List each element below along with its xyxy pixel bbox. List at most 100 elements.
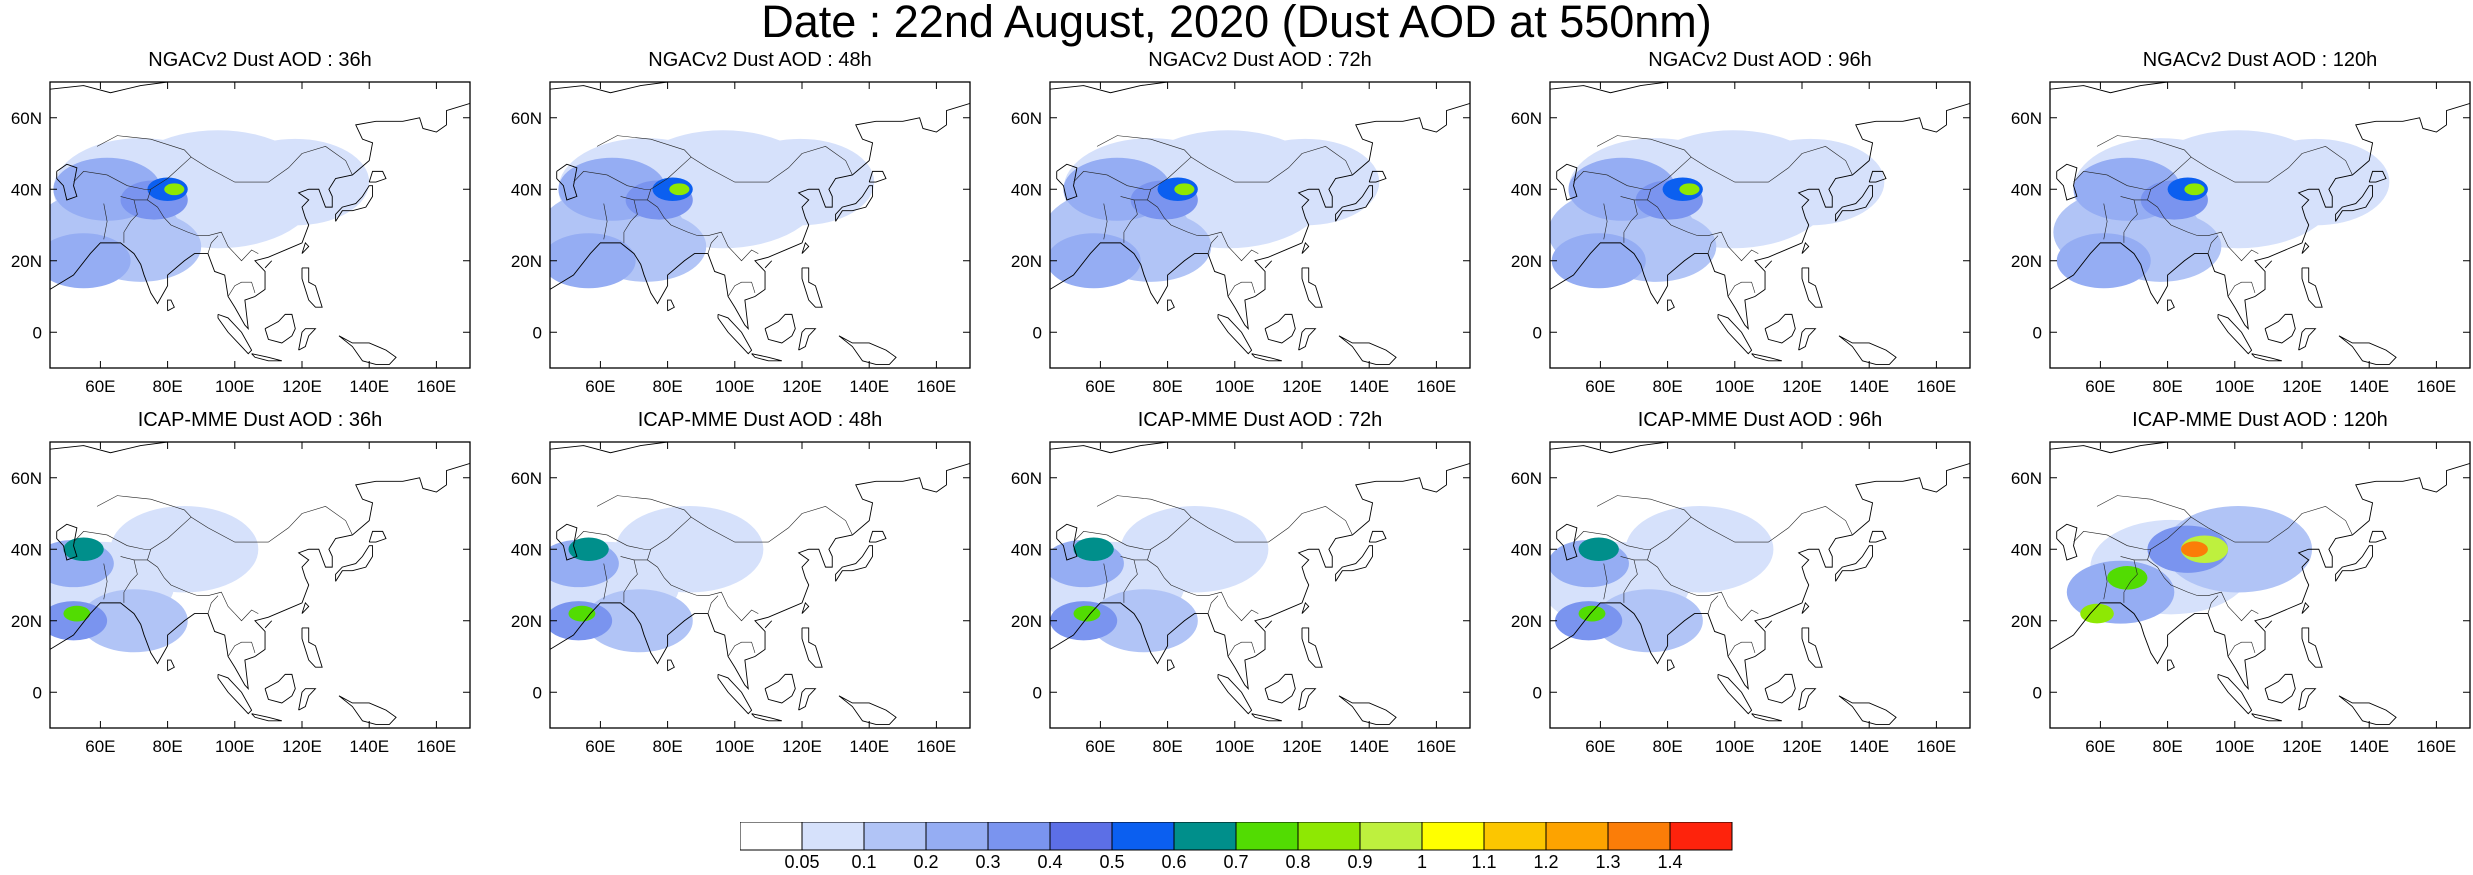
y-tick-label: 60N bbox=[1011, 469, 1042, 488]
coastline bbox=[217, 313, 253, 355]
country-border bbox=[2073, 171, 2151, 190]
map-panel: ICAP-MME Dust AOD : 72h 60E 80E 100E 120E 140… bbox=[1000, 398, 1500, 758]
coastline bbox=[1056, 523, 1078, 561]
x-tick-label: 120E bbox=[1782, 737, 1822, 756]
country-border bbox=[2147, 146, 2353, 201]
colorbar-swatch bbox=[987, 821, 1051, 851]
x-tick-label: 140E bbox=[1349, 377, 1389, 396]
map-panel: NGACv2 Dust AOD : 36h 60E 80E 100E 120E 140E 1… bbox=[0, 38, 500, 398]
country-border bbox=[227, 281, 256, 297]
dust-aod-area bbox=[2107, 566, 2148, 590]
country-border bbox=[207, 235, 219, 254]
coastline bbox=[801, 242, 810, 254]
country-border bbox=[734, 249, 759, 262]
dust-aod-area bbox=[669, 183, 690, 196]
dust-aod-area bbox=[1625, 505, 1774, 593]
coastline bbox=[1301, 267, 1323, 308]
country-border bbox=[73, 171, 151, 190]
dust-aod-area bbox=[1174, 183, 1195, 196]
country-border bbox=[734, 609, 759, 622]
country-border bbox=[620, 556, 736, 614]
coastline bbox=[2217, 313, 2253, 355]
x-tick-label: 120E bbox=[282, 377, 322, 396]
dust-aod-area bbox=[80, 589, 188, 653]
x-tick-label: 140E bbox=[849, 377, 889, 396]
y-tick-label: 60N bbox=[2011, 469, 2042, 488]
country-border bbox=[573, 531, 651, 550]
x-tick-label: 80E bbox=[2152, 377, 2182, 396]
coastline bbox=[1556, 523, 1578, 561]
y-tick-label: 40N bbox=[1511, 540, 1542, 559]
map-svg: ICAP-MME Dust AOD : 48h 60E 80E 100E 120E 140… bbox=[511, 409, 971, 756]
colorbar-swatch bbox=[1359, 821, 1423, 851]
country-border bbox=[2234, 609, 2259, 622]
coastline bbox=[1764, 260, 1773, 269]
y-tick-label: 0 bbox=[533, 323, 542, 342]
dust-aod-area bbox=[50, 233, 131, 289]
country-border bbox=[1234, 609, 1259, 622]
country-border bbox=[2147, 506, 2353, 561]
dust-aod-area bbox=[1578, 605, 1606, 622]
y-tick-label: 20N bbox=[2011, 252, 2042, 271]
map-frame bbox=[49, 441, 471, 729]
colorbar-label: 1.1 bbox=[1471, 852, 1496, 870]
dust-aod-area bbox=[2080, 603, 2114, 624]
panel-title: NGACv2 Dust AOD : 72h bbox=[1148, 49, 1371, 71]
colorbar-label: 0.8 bbox=[1285, 852, 1310, 870]
coastline bbox=[801, 602, 810, 614]
x-tick-label: 60E bbox=[585, 377, 615, 396]
country-border bbox=[1207, 595, 1219, 614]
colorbar-label: 1.4 bbox=[1657, 852, 1682, 870]
dust-aod-area bbox=[1736, 138, 1885, 226]
x-tick-label: 80E bbox=[652, 737, 682, 756]
coastline bbox=[2050, 287, 2051, 290]
coastline bbox=[2050, 442, 2235, 454]
country-border bbox=[596, 495, 692, 518]
country-border bbox=[2120, 196, 2236, 254]
country-border bbox=[1073, 531, 1151, 550]
coastline bbox=[1798, 328, 1817, 351]
x-tick-label: 140E bbox=[2349, 737, 2389, 756]
x-tick-label: 100E bbox=[215, 737, 255, 756]
dust-aod-area bbox=[585, 589, 693, 653]
panel-title: ICAP-MME Dust AOD : 72h bbox=[1138, 409, 1383, 431]
coastline bbox=[2056, 163, 2078, 201]
coastline bbox=[298, 688, 317, 711]
colorbar-label: 0.3 bbox=[975, 852, 1000, 870]
x-tick-label: 100E bbox=[2215, 377, 2255, 396]
x-tick-label: 160E bbox=[417, 377, 457, 396]
x-tick-label: 100E bbox=[1215, 377, 1255, 396]
coastline bbox=[2264, 620, 2273, 629]
coastline bbox=[1801, 242, 1810, 254]
x-tick-label: 80E bbox=[1152, 737, 1182, 756]
country-border bbox=[147, 506, 353, 561]
colorbar-swatch bbox=[739, 821, 803, 851]
coastline bbox=[1550, 647, 1551, 650]
coastline bbox=[251, 353, 282, 362]
x-tick-label: 100E bbox=[2215, 737, 2255, 756]
country-border bbox=[1620, 556, 1736, 614]
country-border bbox=[1603, 563, 1608, 600]
coastline bbox=[2251, 713, 2282, 722]
country-border bbox=[123, 559, 138, 603]
coastline bbox=[338, 695, 397, 725]
coastline bbox=[1764, 313, 1796, 344]
country-border bbox=[1647, 506, 1853, 561]
y-tick-label: 0 bbox=[1033, 323, 1042, 342]
dust-aod-area bbox=[1120, 505, 1269, 593]
map-svg: ICAP-MME Dust AOD : 120h 60E 80E 100E 120E 14… bbox=[2011, 409, 2471, 756]
coastline bbox=[1368, 170, 1387, 183]
x-tick-label: 60E bbox=[1085, 377, 1115, 396]
coastline bbox=[667, 659, 675, 672]
coastline bbox=[1764, 620, 1773, 629]
colorbar-label: 0.9 bbox=[1347, 852, 1372, 870]
dust-aod-area bbox=[2056, 233, 2151, 289]
x-tick-label: 100E bbox=[215, 377, 255, 396]
y-tick-label: 60N bbox=[11, 109, 42, 128]
y-tick-label: 60N bbox=[511, 109, 542, 128]
coastline bbox=[1835, 185, 1874, 222]
y-tick-label: 60N bbox=[2011, 109, 2042, 128]
coastline bbox=[717, 673, 753, 715]
coastline bbox=[56, 523, 78, 561]
